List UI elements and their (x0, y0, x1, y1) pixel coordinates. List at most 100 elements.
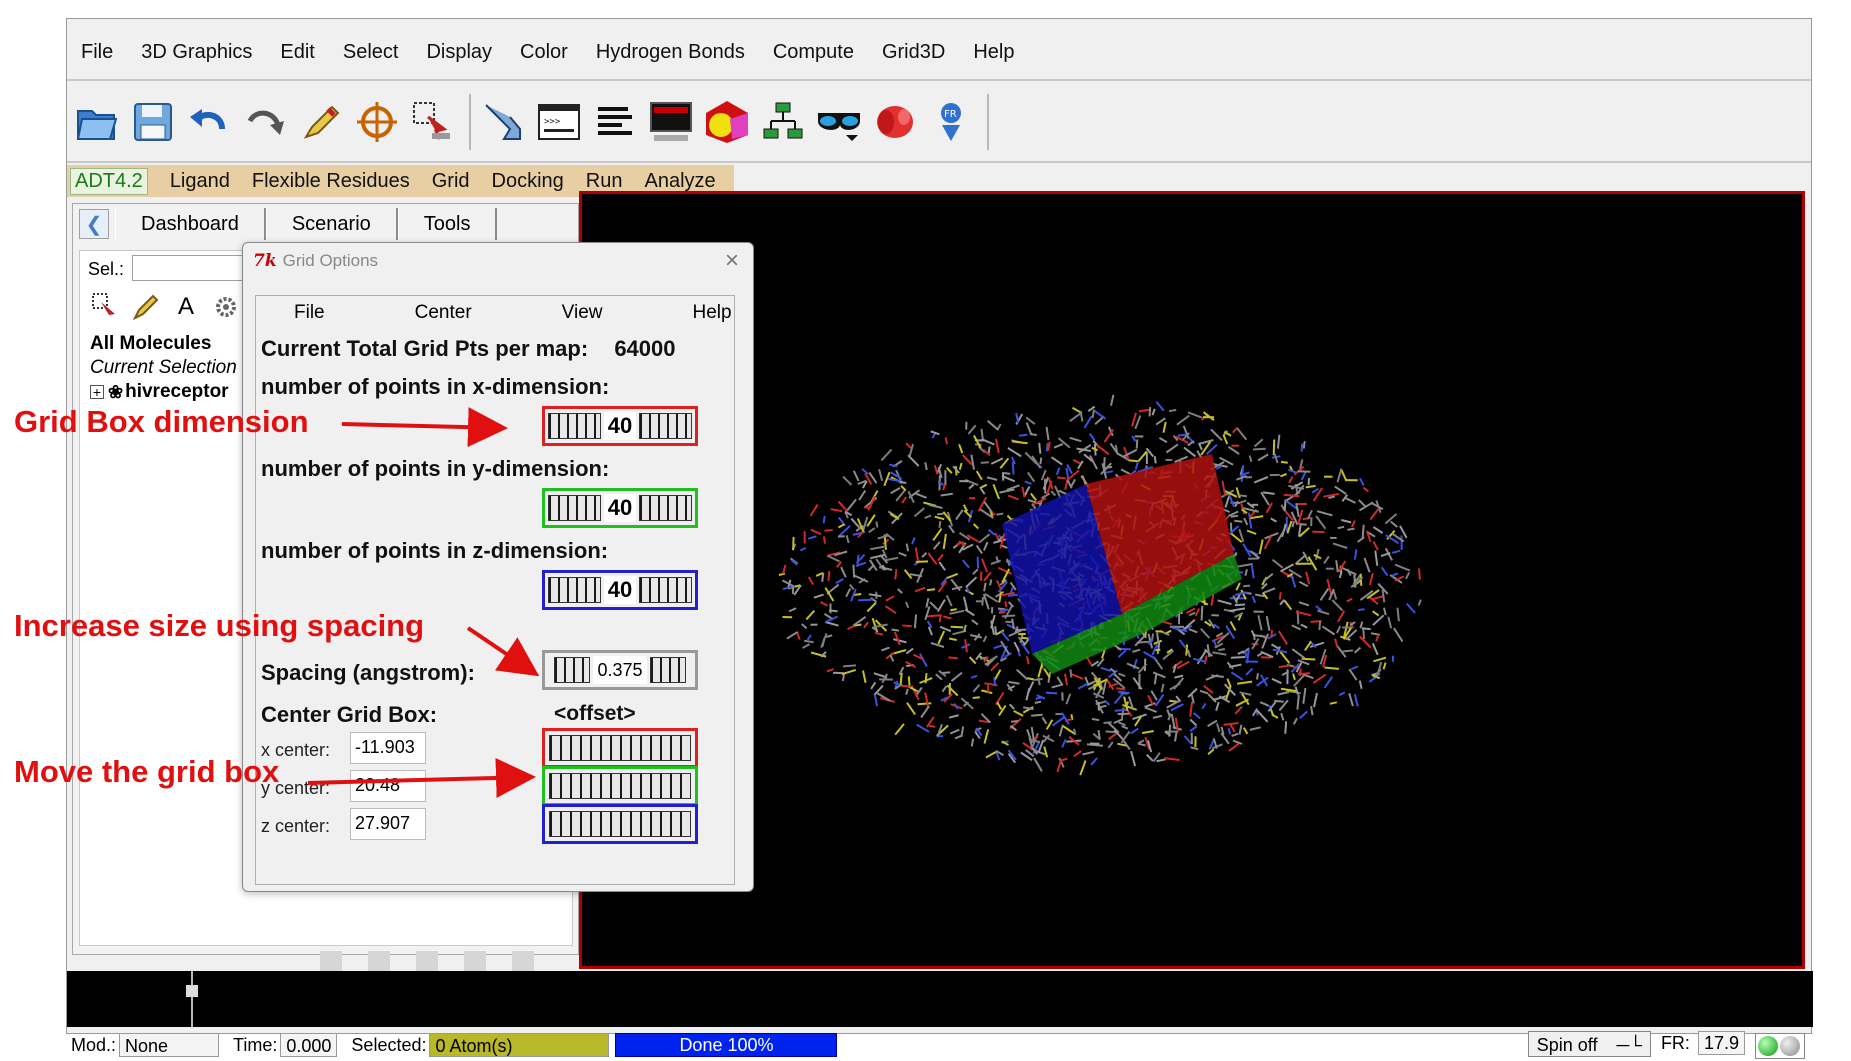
tab-dashboard[interactable]: Dashboard (115, 208, 266, 240)
main-toolbar: >>> FR (71, 89, 995, 155)
slider-ribs (639, 577, 692, 603)
dialog-menu-center[interactable]: Center (415, 302, 472, 324)
3d-glasses-icon[interactable] (813, 92, 865, 152)
toolbar-divider (67, 161, 1811, 163)
z-dimension-slider[interactable]: 40 (542, 570, 698, 610)
z-center-label: z center: (261, 816, 330, 837)
close-icon[interactable]: × (725, 247, 739, 275)
redo-arrow-icon[interactable] (239, 92, 291, 152)
dashboard-tabs: ❮ Dashboard Scenario Tools (73, 204, 578, 244)
adt-menu-flexible-residues[interactable]: Flexible Residues (252, 170, 410, 193)
spacing-slider[interactable]: 0.375 (542, 650, 698, 690)
spin-dropdown[interactable]: Spin off ─└ (1528, 1031, 1651, 1057)
menu-file[interactable]: File (81, 41, 113, 64)
annotation-grid-box-dimension: Grid Box dimension (14, 404, 309, 440)
adt-version-label: ADT4.2 (70, 168, 148, 195)
toolbar-separator (987, 94, 989, 150)
expand-icon[interactable]: + (90, 385, 104, 399)
pointer-hand-icon[interactable] (477, 92, 529, 152)
dialog-titlebar: 7k Grid Options (253, 251, 378, 271)
slider-ribs (554, 657, 590, 683)
status-bar: Mod.: None Time: 0.000 Selected: 0 Atom(… (67, 1029, 1811, 1061)
z-center-slider[interactable] (542, 804, 698, 844)
x-dimension-slider[interactable]: 40 (542, 406, 698, 446)
selection-icon[interactable] (407, 92, 459, 152)
toolbar-separator (469, 94, 471, 150)
python-shell-icon[interactable]: >>> (533, 92, 585, 152)
timeline-bar[interactable] (67, 971, 1813, 1027)
dialog-menu-help[interactable]: Help (693, 302, 732, 324)
rendering-icon[interactable] (869, 92, 921, 152)
main-menubar: File 3D Graphics Edit Select Display Col… (67, 33, 1811, 71)
dialog-title: Grid Options (283, 251, 378, 271)
color-shapes-icon[interactable] (701, 92, 753, 152)
x-dimension-value: 40 (604, 412, 636, 440)
slider-ribs (549, 811, 691, 837)
x-center-input[interactable]: -11.903 (350, 732, 426, 764)
pencil-icon[interactable] (295, 92, 347, 152)
y-dimension-slider[interactable]: 40 (542, 488, 698, 528)
save-disk-icon[interactable] (127, 92, 179, 152)
fr-value: 17.9 (1698, 1031, 1745, 1055)
menu-select[interactable]: Select (343, 41, 399, 64)
svg-text:>>>: >>> (544, 117, 561, 127)
tab-scenario[interactable]: Scenario (266, 208, 398, 240)
undo-arrow-icon[interactable] (183, 92, 235, 152)
z-center-input[interactable]: 27.907 (350, 808, 426, 840)
status-light-gray-icon (1780, 1036, 1800, 1056)
menu-edit[interactable]: Edit (280, 41, 314, 64)
menu-compute[interactable]: Compute (773, 41, 854, 64)
collapse-panel-button[interactable]: ❮ (79, 209, 109, 239)
dialog-menubar: File Center View Help (256, 302, 734, 324)
menu-grid3d[interactable]: Grid3D (882, 41, 945, 64)
adt-menu-run[interactable]: Run (586, 170, 623, 193)
adt-menu-analyze[interactable]: Analyze (645, 170, 716, 193)
text-lines-icon[interactable] (589, 92, 641, 152)
pmv-logo-icon[interactable]: FR (925, 92, 977, 152)
menu-help[interactable]: Help (973, 41, 1014, 64)
mod-value: None (119, 1033, 219, 1057)
menu-display[interactable]: Display (426, 41, 492, 64)
y-center-input[interactable]: 20.48 (350, 770, 426, 802)
molecule-icon: ❀ (108, 382, 123, 403)
adt-menu-grid[interactable]: Grid (432, 170, 470, 193)
adt-menu-docking[interactable]: Docking (492, 170, 564, 193)
monitor-icon[interactable] (645, 92, 697, 152)
adt-menu-ligand[interactable]: Ligand (170, 170, 230, 193)
x-center-slider[interactable] (542, 728, 698, 768)
time-label: Time: (233, 1035, 277, 1056)
annotation-move-grid-box: Move the grid box (14, 754, 279, 790)
selection-icon[interactable] (88, 289, 124, 325)
menu-hydrogen-bonds[interactable]: Hydrogen Bonds (596, 41, 745, 64)
dialog-menu-file[interactable]: File (294, 302, 325, 324)
selected-label: Selected: (351, 1035, 426, 1056)
tree-all-molecules[interactable]: All Molecules (90, 333, 211, 355)
crosshair-target-icon[interactable] (351, 92, 403, 152)
3d-viewer[interactable] (579, 191, 1805, 969)
svg-text:FR: FR (944, 109, 957, 120)
pencil-icon[interactable] (128, 289, 164, 325)
y-dimension-value: 40 (604, 494, 636, 522)
spacing-label: Spacing (angstrom): (261, 660, 475, 686)
tree-molecule-item[interactable]: + ❀ hivreceptor (90, 381, 229, 403)
slider-ribs (549, 773, 691, 799)
dialog-body: File Center View Help Current Total Grid… (255, 295, 735, 885)
open-folder-icon[interactable] (71, 92, 123, 152)
spin-label: Spin off (1537, 1035, 1598, 1055)
progress-bar: Done 100% (615, 1033, 837, 1057)
selected-value: 0 Atom(s) (429, 1033, 609, 1057)
menu-color[interactable]: Color (520, 41, 568, 64)
label-text-icon[interactable]: A (168, 289, 204, 325)
tk-logo-icon: 7k (253, 251, 277, 271)
slider-ribs (548, 495, 601, 521)
chevron-left-icon: ❮ (86, 212, 103, 237)
network-icon[interactable] (757, 92, 809, 152)
menu-3d-graphics[interactable]: 3D Graphics (141, 41, 252, 64)
slider-ribs (639, 495, 692, 521)
dialog-menu-view[interactable]: View (562, 302, 603, 324)
tree-current-selection[interactable]: Current Selection (90, 357, 237, 379)
tab-tools[interactable]: Tools (398, 208, 498, 240)
slider-ribs (650, 657, 686, 683)
y-center-slider[interactable] (542, 766, 698, 806)
gear-icon[interactable] (208, 289, 244, 325)
